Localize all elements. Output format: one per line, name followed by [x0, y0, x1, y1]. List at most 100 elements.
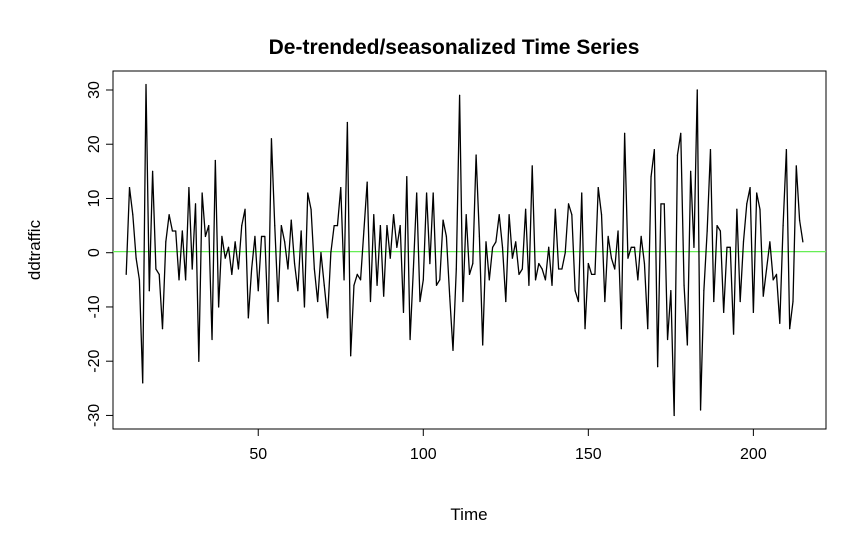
- data-point-43: [234, 241, 236, 243]
- data-point-160: [620, 328, 622, 330]
- data-point-137: [544, 279, 547, 281]
- data-point-128: [515, 241, 517, 243]
- data-point-83: [366, 181, 368, 183]
- data-point-63: [300, 230, 302, 232]
- data-point-20: [158, 273, 160, 276]
- data-point-173: [663, 203, 665, 205]
- x-tick-label-50: 50: [249, 446, 267, 463]
- data-point-130: [521, 268, 523, 270]
- data-point-50: [257, 290, 259, 292]
- data-point-57: [280, 224, 282, 227]
- data-point-107: [445, 235, 447, 238]
- data-point-172: [660, 203, 662, 205]
- data-point-166: [640, 235, 642, 238]
- y-tick-label--30: -30: [86, 404, 103, 427]
- data-point-17: [148, 290, 150, 292]
- data-point-13: [135, 257, 137, 259]
- data-point-91: [392, 214, 395, 216]
- data-point-35: [208, 224, 210, 227]
- data-point-34: [204, 235, 207, 238]
- data-point-14: [138, 279, 141, 281]
- data-point-174: [666, 338, 669, 341]
- data-point-41: [227, 246, 230, 248]
- data-point-115: [472, 262, 474, 265]
- data-point-206: [772, 279, 774, 281]
- data-point-85: [373, 214, 375, 216]
- data-point-110: [455, 268, 457, 270]
- data-point-23: [168, 214, 170, 216]
- y-tick-label-0: 0: [86, 248, 103, 257]
- data-point-53: [267, 322, 269, 324]
- y-tick-label-20: 20: [86, 135, 103, 153]
- data-point-210: [785, 149, 787, 151]
- data-point-47: [247, 317, 249, 319]
- x-tick-label-100: 100: [410, 446, 437, 463]
- data-point-26: [178, 279, 180, 281]
- data-point-170: [653, 149, 655, 151]
- data-point-11: [128, 187, 131, 189]
- data-point-108: [449, 295, 451, 297]
- data-point-29: [188, 187, 190, 189]
- data-point-15: [142, 382, 144, 384]
- data-point-207: [775, 273, 778, 276]
- data-point-39: [221, 235, 223, 238]
- data-point-60: [290, 219, 292, 221]
- data-point-156: [607, 235, 609, 238]
- x-tick-label-200: 200: [740, 446, 767, 463]
- data-point-122: [495, 241, 497, 243]
- data-point-44: [237, 268, 240, 270]
- data-point-31: [194, 203, 197, 205]
- data-point-58: [284, 241, 286, 243]
- data-point-143: [564, 252, 566, 254]
- data-point-106: [442, 219, 444, 221]
- data-point-97: [412, 268, 414, 270]
- data-point-142: [561, 268, 563, 270]
- data-point-118: [482, 344, 484, 346]
- data-point-139: [551, 284, 553, 286]
- data-point-140: [554, 208, 556, 210]
- data-point-117: [478, 235, 480, 238]
- data-point-46: [244, 208, 246, 210]
- data-point-90: [389, 257, 391, 259]
- data-point-196: [739, 300, 741, 303]
- y-tick-label--10: -10: [86, 295, 103, 318]
- data-point-180: [686, 344, 688, 346]
- data-point-182: [693, 246, 695, 248]
- data-point-132: [528, 284, 530, 286]
- y-tick-label-10: 10: [86, 189, 103, 207]
- data-point-59: [287, 268, 289, 270]
- data-point-199: [749, 187, 751, 189]
- data-point-152: [594, 273, 596, 276]
- data-point-200: [752, 311, 754, 313]
- data-point-76: [343, 279, 345, 281]
- data-point-214: [798, 219, 801, 221]
- x-axis-label: Time: [450, 505, 487, 524]
- data-point-21: [161, 328, 164, 330]
- data-point-77: [346, 121, 348, 124]
- data-points: [125, 83, 804, 417]
- data-point-66: [310, 208, 312, 210]
- data-point-56: [277, 300, 279, 303]
- data-point-92: [396, 246, 398, 248]
- data-point-37: [214, 159, 216, 162]
- data-point-104: [435, 284, 438, 286]
- data-point-167: [643, 262, 646, 265]
- data-point-164: [633, 246, 636, 248]
- data-point-32: [198, 360, 200, 362]
- data-point-198: [746, 203, 748, 205]
- data-point-155: [604, 300, 606, 303]
- data-point-204: [765, 268, 768, 270]
- data-point-215: [802, 241, 804, 243]
- data-point-161: [624, 132, 626, 134]
- data-point-144: [567, 203, 570, 205]
- data-point-141: [558, 268, 560, 270]
- data-point-159: [617, 230, 619, 232]
- data-point-145: [571, 214, 573, 216]
- data-point-71: [326, 317, 329, 319]
- data-point-158: [614, 268, 616, 270]
- data-point-25: [175, 230, 177, 232]
- data-point-52: [264, 235, 266, 238]
- data-point-134: [534, 279, 537, 281]
- data-point-75: [340, 187, 342, 189]
